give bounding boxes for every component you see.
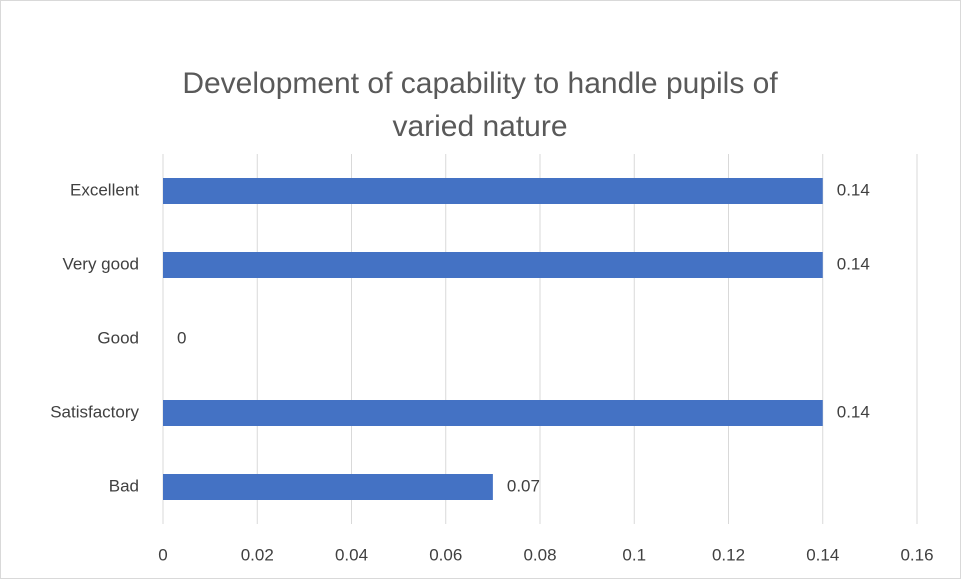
x-tick-label: 0.14 xyxy=(806,545,839,564)
y-tick-label: Bad xyxy=(109,476,139,495)
data-label: 0 xyxy=(177,328,186,347)
x-tick-label: 0.12 xyxy=(712,545,745,564)
data-label: 0.14 xyxy=(837,254,870,273)
data-label: 0.14 xyxy=(837,402,870,421)
x-tick-label: 0.08 xyxy=(523,545,556,564)
data-label: 0.07 xyxy=(507,476,540,495)
data-label: 0.14 xyxy=(837,180,870,199)
bar xyxy=(163,252,823,278)
bar xyxy=(163,400,823,426)
x-tick-label: 0.02 xyxy=(241,545,274,564)
x-tick-label: 0 xyxy=(158,545,167,564)
y-tick-label: Satisfactory xyxy=(50,402,139,421)
x-tick-label: 0.16 xyxy=(900,545,933,564)
bar xyxy=(163,474,493,500)
y-tick-label: Very good xyxy=(62,254,139,273)
x-tick-label: 0.04 xyxy=(335,545,368,564)
chart-title: Development of capability to handle pupi… xyxy=(182,67,778,143)
x-tick-label: 0.06 xyxy=(429,545,462,564)
x-tick-label: 0.1 xyxy=(622,545,646,564)
y-tick-label: Good xyxy=(97,328,139,347)
y-tick-label: Excellent xyxy=(70,180,139,199)
bar xyxy=(163,178,823,204)
